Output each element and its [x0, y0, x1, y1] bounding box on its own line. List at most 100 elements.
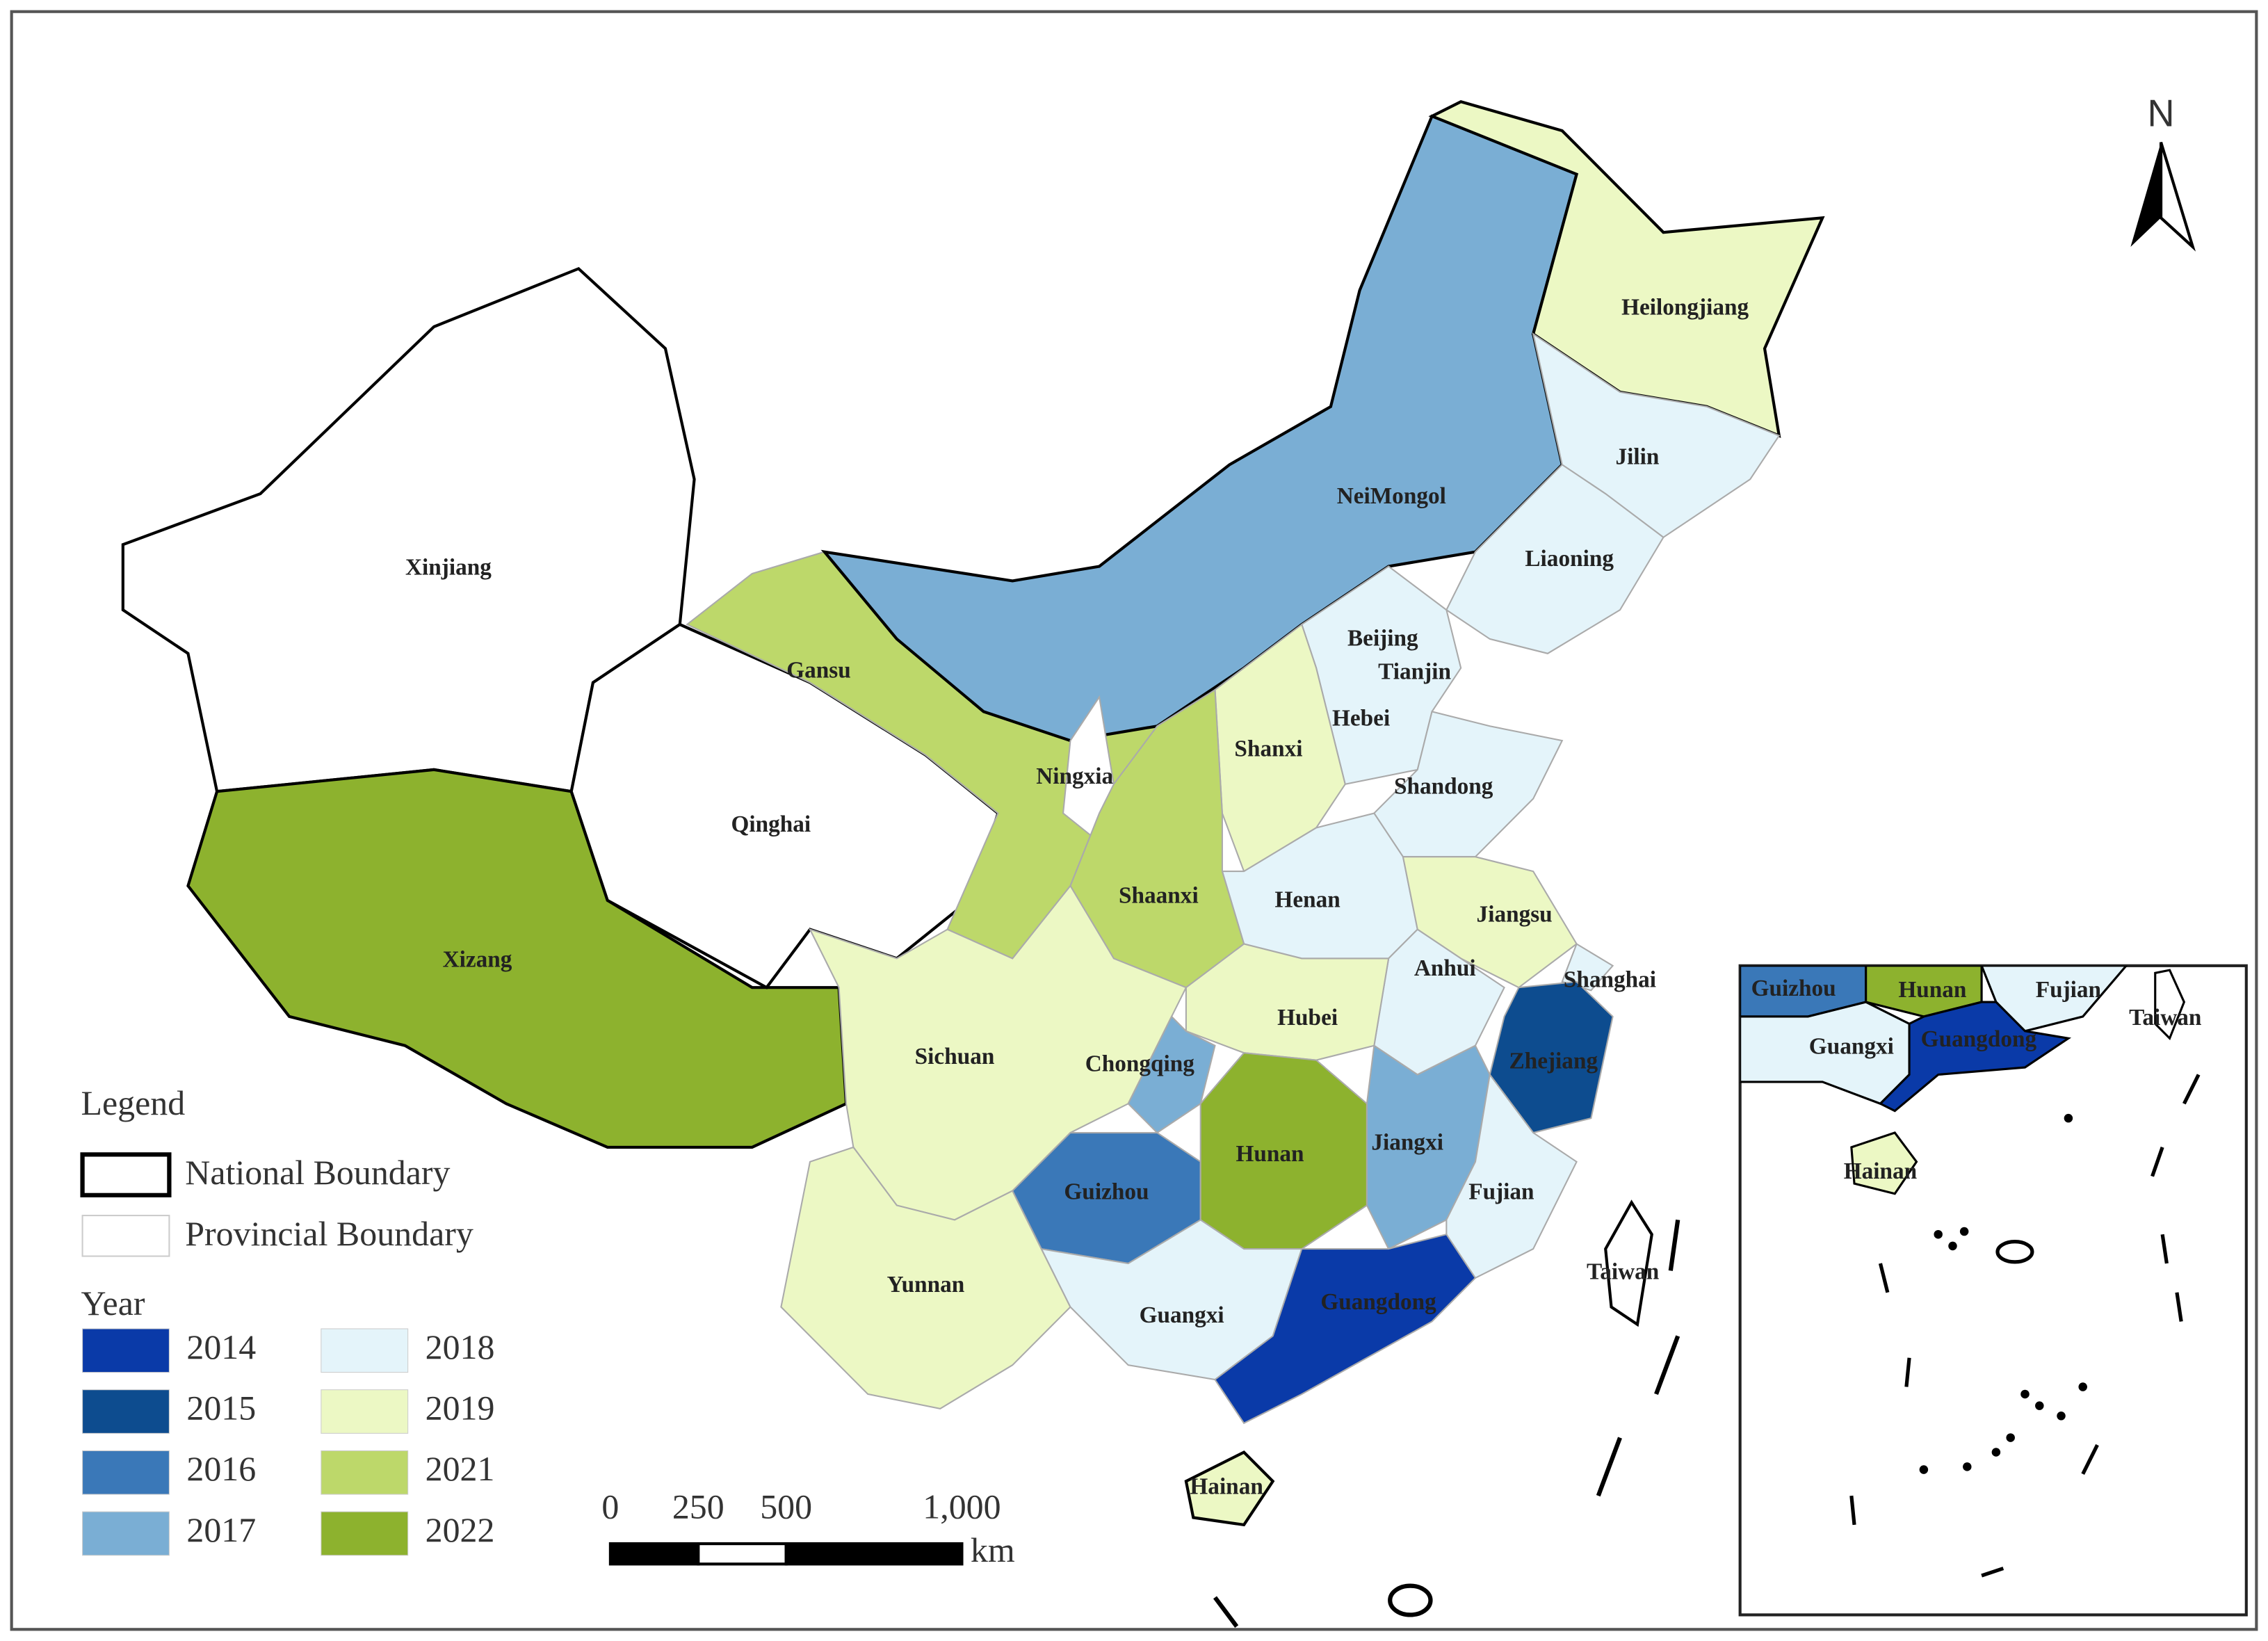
north-label: N [2148, 92, 2175, 134]
province [1445, 1072, 1578, 1279]
province-label: Ningxia [1036, 763, 1113, 789]
province-label: NeiMongol [1337, 483, 1446, 509]
provinces [121, 99, 1825, 1527]
province-label: Heilongjiang [1621, 294, 1749, 320]
legend-year: 2015 [186, 1388, 256, 1427]
legend-year: 2017 [186, 1510, 256, 1549]
inset-label: Taiwan [2129, 1005, 2202, 1030]
inset-island-line [1981, 1567, 2004, 1578]
legend-year: 2016 [186, 1449, 256, 1488]
inset-region [1980, 965, 2128, 1033]
province-label: Guangxi [1140, 1302, 1224, 1328]
legend-swatch [321, 1328, 409, 1373]
legend-year: 2014 [186, 1327, 256, 1366]
scale-unit: km [971, 1530, 1015, 1569]
scale-segment [697, 1542, 788, 1566]
province-label: Fujian [1468, 1179, 1534, 1204]
inset-island [2006, 1433, 2015, 1442]
province [1199, 1052, 1368, 1250]
province-label: Shandong [1394, 774, 1493, 800]
inset-label: Hainan [1844, 1158, 1918, 1184]
legend-swatch [321, 1511, 409, 1556]
legend-swatch [82, 1389, 170, 1434]
inset-island [2064, 1113, 2073, 1123]
province-label: Hebei [1332, 706, 1390, 731]
legend-swatch [321, 1389, 409, 1434]
legend-year-title: Year [81, 1284, 145, 1323]
province-label: Henan [1274, 887, 1340, 913]
legend-years: 2014 2015 2016 2017 2018 2019 2021 2022 [82, 1327, 495, 1556]
inset-region [2154, 969, 2186, 1041]
legend-swatch [82, 1450, 170, 1495]
province [1445, 463, 1664, 654]
inset-label: Guangxi [1809, 1034, 1894, 1060]
legend-label: National Boundary [185, 1153, 450, 1192]
legend-year: 2021 [426, 1449, 495, 1488]
province-label: Tianjin [1378, 659, 1451, 685]
inset-regions [1740, 965, 2201, 1578]
inset-island-line [2160, 1234, 2169, 1264]
province-label: Guangdong [1320, 1289, 1436, 1315]
inset-island-line [2150, 1147, 2164, 1177]
province [1428, 99, 1825, 438]
province-label: Liaoning [1525, 546, 1614, 572]
province-label: Hainan [1190, 1473, 1263, 1499]
scale-label: 1,000 [923, 1487, 1001, 1526]
scale-bar: 0 250 500 1,000 km [601, 1487, 1014, 1569]
inset-island-line [1849, 1495, 1856, 1526]
inset-island-line [2081, 1444, 2099, 1475]
province-labels: Xinjiang Xizang Qinghai Gansu NeiMongol Ningx… [405, 294, 1749, 1499]
inset-map: Guizhou Hunan Fujian Guangxi Guangdong Taiwan… [1738, 964, 2248, 1617]
legend-label: Provincial Boundary [185, 1214, 473, 1253]
province-label: Jilin [1616, 444, 1660, 470]
scale-segment [784, 1542, 964, 1566]
inset-island [1991, 1448, 2001, 1457]
province-label: Jiangxi [1371, 1129, 1443, 1155]
inset-island [2078, 1382, 2087, 1391]
province-label: Anhui [1414, 955, 1476, 981]
province-label: Yunnan [887, 1272, 965, 1298]
legend-swatch [82, 1328, 170, 1373]
province-label: Sichuan [915, 1044, 995, 1069]
inset-island [1919, 1465, 1929, 1474]
scale-label: 500 [760, 1487, 812, 1526]
scale-label: 0 [601, 1487, 619, 1526]
province-label: Xizang [443, 946, 512, 972]
legend-year: 2019 [426, 1388, 495, 1427]
inset-label: Guizhou [1751, 976, 1836, 1001]
legend-provincial-swatch [81, 1215, 170, 1257]
province-label: Xinjiang [405, 554, 492, 580]
north-arrow [2159, 142, 2196, 252]
legend-year: 2022 [426, 1510, 495, 1549]
province [1604, 1199, 1653, 1327]
inset-region [1878, 1001, 2072, 1113]
legend-swatch [82, 1511, 170, 1556]
province-label: Taiwan [1587, 1259, 1660, 1284]
province-label: Zhejiang [1509, 1048, 1598, 1074]
province-label: Shaanxi [1119, 882, 1199, 908]
legend-title: Legend [81, 1083, 186, 1122]
province-label: Jiangsu [1477, 901, 1553, 927]
legend-swatch [321, 1450, 409, 1495]
inset-island [1995, 1240, 2034, 1264]
province [1184, 1450, 1275, 1527]
scale-segment [608, 1542, 700, 1566]
sea-islands [1213, 1219, 1680, 1628]
province-label: Qinghai [731, 811, 811, 837]
inset-island [1963, 1462, 1972, 1471]
inset-island [2020, 1389, 2030, 1399]
inset-label: Hunan [1898, 977, 1967, 1003]
legend-year: 2018 [426, 1327, 495, 1366]
north-arrow [2130, 142, 2162, 248]
inset-island [1934, 1229, 1943, 1239]
province [1489, 980, 1614, 1134]
legend-national-swatch [80, 1152, 172, 1197]
province-label: Beijing [1347, 626, 1418, 652]
inset-region [1850, 1131, 1918, 1195]
province-label: Hubei [1277, 1005, 1338, 1030]
inset-island [1948, 1241, 1957, 1251]
inset-island-line [1878, 1263, 1890, 1293]
inset-island-line [2182, 1074, 2201, 1105]
